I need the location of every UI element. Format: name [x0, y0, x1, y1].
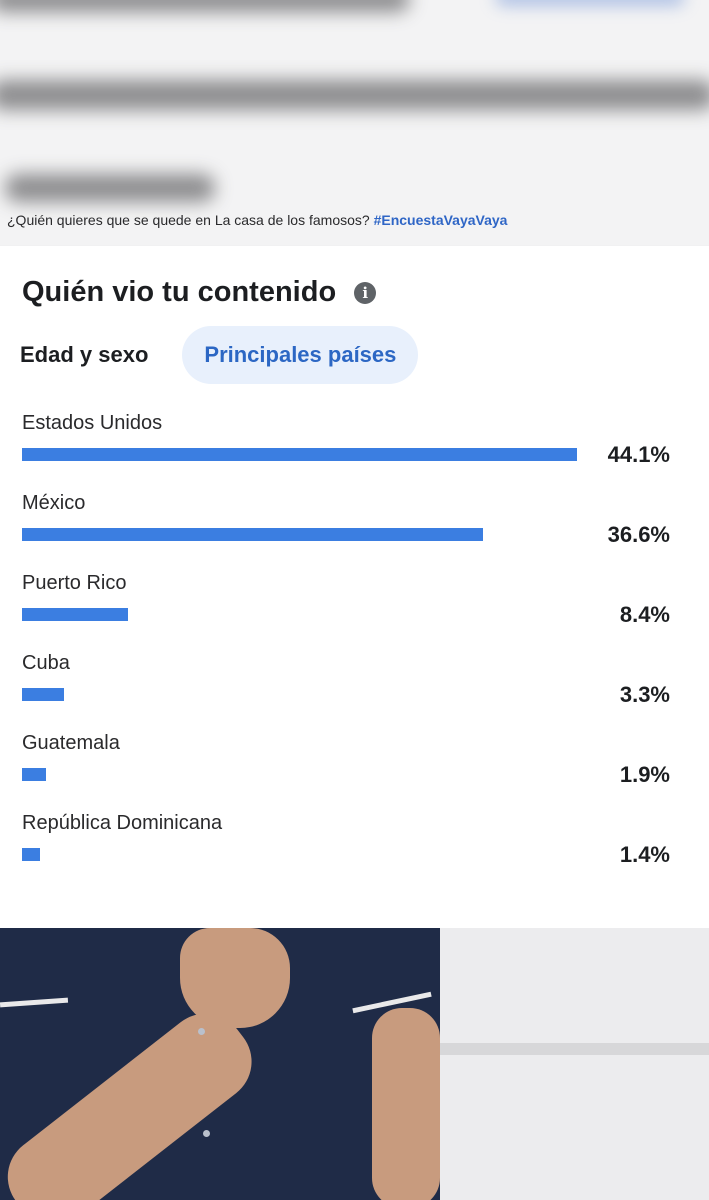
caption-hashtag[interactable]: #EncuestaVayaVaya: [373, 212, 508, 228]
country-percent: 1.9%: [619, 762, 670, 787]
bar-track: [22, 608, 577, 621]
blurred-link: [495, 0, 685, 6]
country-bar: [22, 608, 128, 621]
caption-text: ¿Quién quieres que se quede en La casa d…: [7, 212, 370, 228]
info-icon[interactable]: i: [354, 281, 377, 304]
country-bar: [22, 688, 64, 701]
bar-track: [22, 688, 577, 701]
blurred-text-line: [0, 0, 410, 12]
presenter-right-arm: [372, 1008, 440, 1200]
shirt-button: [203, 1130, 210, 1137]
country-label: México: [22, 492, 86, 514]
country-bar: [22, 848, 40, 861]
country-bar: [22, 528, 483, 541]
post-caption: ¿Quién quieres que se quede en La casa d…: [7, 212, 507, 228]
background-screen-edge: [440, 1043, 709, 1055]
audience-tabs: Edad y sexo Principales países: [20, 326, 419, 384]
shirt-button: [198, 1028, 205, 1035]
blurred-post-header: ¿Quién quieres que se quede en La casa d…: [0, 0, 709, 245]
country-row: Estados Unidos 44.1%: [0, 406, 709, 486]
bar-track: [22, 848, 577, 861]
country-label: Guatemala: [22, 732, 120, 754]
country-label: República Dominicana: [22, 812, 223, 834]
presenter-video-overlay: [0, 928, 709, 1200]
tab-edad-y-sexo[interactable]: Edad y sexo: [20, 342, 149, 367]
tab-principales-paises[interactable]: Principales países: [182, 326, 419, 384]
country-label: Puerto Rico: [22, 572, 127, 594]
country-label: Estados Unidos: [22, 412, 163, 434]
country-row: Puerto Rico 8.4%: [0, 566, 709, 646]
presenter-fist: [180, 928, 290, 1028]
country-percent: 8.4%: [619, 602, 670, 627]
country-row: República Dominicana 1.4%: [0, 806, 709, 886]
country-percent: 3.3%: [619, 682, 670, 707]
blurred-text-line: [0, 80, 709, 110]
country-percent: 36.6%: [607, 522, 670, 547]
audience-card: Quién vio tu contenido i Edad y sexo Pri…: [0, 246, 709, 928]
bar-track: [22, 448, 577, 461]
bar-track: [22, 768, 577, 781]
country-row: México 36.6%: [0, 486, 709, 566]
audience-title: Quién vio tu contenido: [22, 276, 337, 308]
country-row: Guatemala 1.9%: [0, 726, 709, 806]
country-percent: 1.4%: [619, 842, 670, 867]
country-label: Cuba: [22, 652, 70, 674]
blurred-text-line: [5, 174, 215, 202]
country-bar: [22, 768, 46, 781]
country-bar-chart: Estados Unidos 44.1% México 36.6% Puerto…: [0, 406, 709, 886]
audience-title-row: Quién vio tu contenido i: [22, 276, 377, 309]
country-row: Cuba 3.3%: [0, 646, 709, 726]
bar-track: [22, 528, 577, 541]
country-percent: 44.1%: [607, 442, 670, 467]
country-bar: [22, 448, 577, 461]
